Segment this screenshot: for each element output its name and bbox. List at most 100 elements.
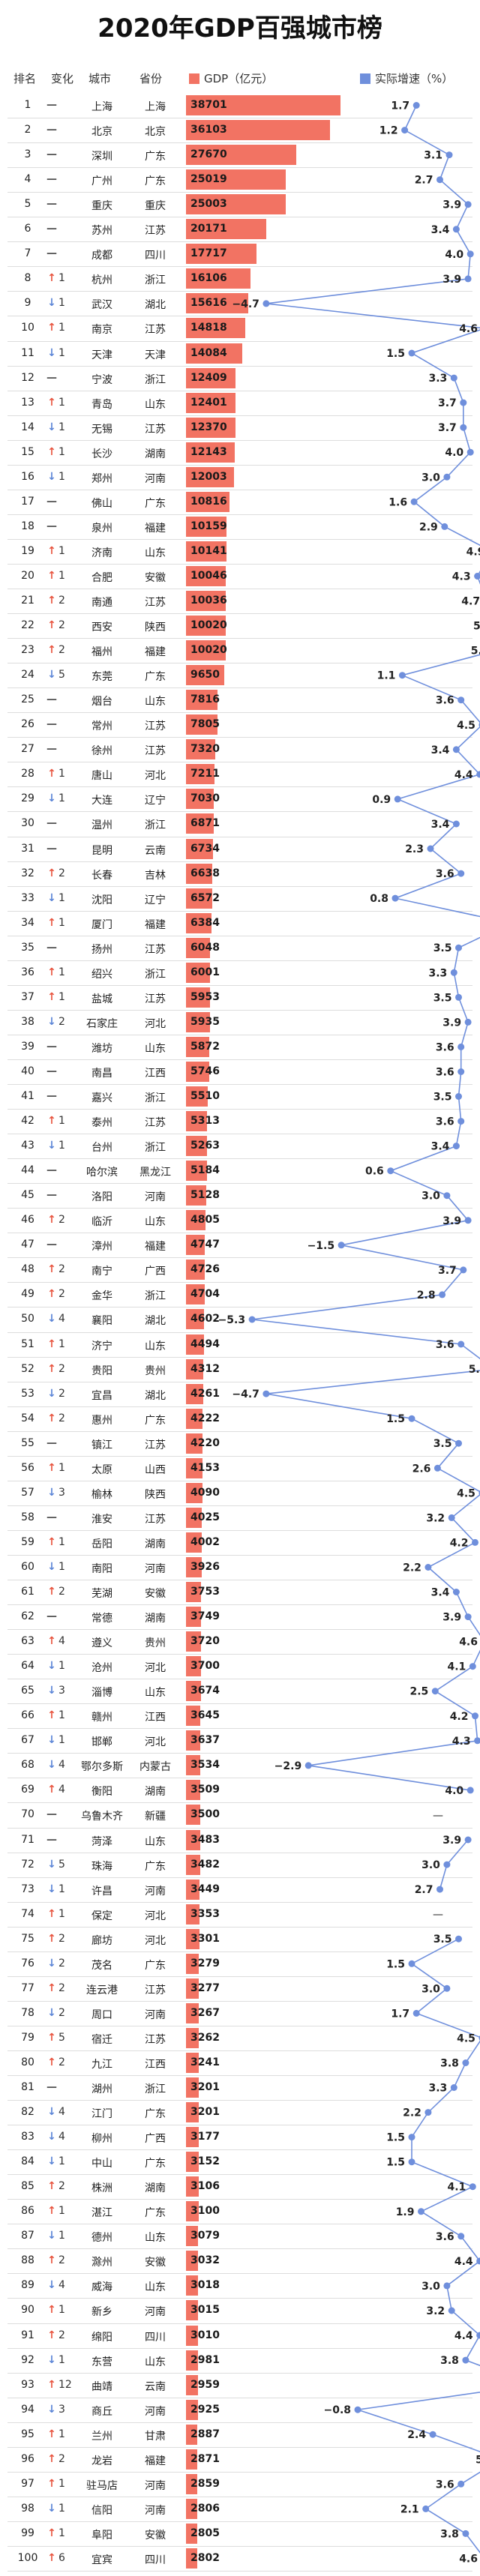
province-cell: 山东 bbox=[145, 2232, 166, 2245]
city-cell: 洛阳 bbox=[92, 1191, 112, 1204]
row-divider bbox=[8, 340, 472, 342]
province-cell: 河南 bbox=[145, 1562, 166, 1575]
province-cell: 黑龙江 bbox=[140, 1167, 171, 1179]
table-row: 80 ↑ 2 九江 江西 3241 bbox=[0, 2050, 480, 2075]
city-cell: 厦门 bbox=[92, 918, 112, 931]
table-row: 1 — 上海 上海 38701 bbox=[0, 93, 480, 118]
province-cell: 河南 bbox=[145, 1191, 166, 1204]
gdp-value-label: 3267 bbox=[190, 2006, 220, 2019]
table-row: 74 ↑ 1 保定 河北 3353 bbox=[0, 1902, 480, 1927]
no-change-mark: — bbox=[46, 817, 57, 830]
gdp-bar bbox=[186, 1061, 209, 1082]
rank-up-arrow-icon: ↑ bbox=[47, 1288, 56, 1301]
gdp-bar bbox=[186, 1755, 200, 1776]
row-divider bbox=[8, 2075, 472, 2076]
gdp-bar bbox=[186, 2275, 199, 2296]
growth-value-label: 3.6 bbox=[436, 695, 454, 707]
legend-growth: 实际增速（%） bbox=[360, 70, 453, 86]
row-divider bbox=[8, 514, 472, 515]
growth-value-label: 3.9 bbox=[442, 199, 461, 211]
growth-value-label: 4.5 bbox=[457, 720, 476, 732]
gdp-value-label: 10141 bbox=[190, 544, 227, 557]
growth-point bbox=[466, 1787, 474, 1794]
gdp-bar bbox=[186, 2424, 198, 2445]
growth-value-label: 1.5 bbox=[386, 2157, 405, 2169]
table-row: 15 ↑ 1 长沙 湖南 12143 bbox=[0, 440, 480, 465]
growth-value-label: 1.6 bbox=[388, 496, 407, 508]
city-cell: 太原 bbox=[92, 1463, 112, 1476]
city-cell: 成都 bbox=[92, 250, 112, 262]
table-row: 9 ↓ 1 武汉 湖北 15616 bbox=[0, 291, 480, 316]
rank-change-cell: 2 bbox=[58, 2006, 65, 2019]
gdp-value-label: 2959 bbox=[190, 2378, 220, 2391]
rank-change-cell: 2 bbox=[58, 1957, 65, 1969]
gdp-value-label: 4602 bbox=[190, 1313, 220, 1325]
province-cell: 江西 bbox=[145, 1712, 166, 1724]
gdp-value-label: 3301 bbox=[190, 1932, 220, 1945]
province-cell: 湖南 bbox=[145, 1786, 166, 1799]
gdp-value-label: 14818 bbox=[190, 322, 227, 334]
rank-change-cell: 2 bbox=[58, 2180, 65, 2193]
rank-cell: 96 bbox=[21, 2452, 34, 2465]
city-cell: 兰州 bbox=[92, 2430, 112, 2443]
gdp-value-label: 3674 bbox=[190, 1685, 220, 1697]
rank-cell: 2 bbox=[24, 124, 32, 136]
table-row: 31 — 昆明 云南 6734 bbox=[0, 837, 480, 861]
gdp-bar bbox=[186, 1011, 210, 1032]
province-cell: 湖北 bbox=[145, 1315, 166, 1328]
gdp-value-label: 5313 bbox=[190, 1115, 220, 1128]
no-change-mark: — bbox=[46, 198, 57, 211]
growth-point bbox=[464, 275, 472, 283]
city-cell: 淄博 bbox=[92, 1687, 112, 1700]
table-row: 23 ↑ 2 福州 福建 10020 bbox=[0, 638, 480, 663]
gdp-bar bbox=[186, 268, 250, 289]
growth-value-label: 1.9 bbox=[396, 2206, 415, 2218]
table-row: 46 ↑ 2 临沂 山东 4805 bbox=[0, 1208, 480, 1233]
rank-cell: 77 bbox=[21, 1981, 34, 1994]
table-row: 65 ↓ 3 淄博 山东 3674 bbox=[0, 1679, 480, 1703]
rank-cell: 49 bbox=[21, 1288, 34, 1301]
growth-value-label: 4.9 bbox=[466, 546, 480, 558]
rank-change-cell: 1 bbox=[58, 272, 65, 285]
rank-change-cell: 4 bbox=[58, 1759, 65, 1772]
rank-change-cell: 1 bbox=[58, 1560, 65, 1573]
gdp-bar bbox=[186, 2077, 200, 2098]
table-row: 35 — 扬州 江苏 6048 bbox=[0, 936, 480, 960]
row-divider bbox=[8, 712, 472, 714]
gdp-value-label: 3449 bbox=[190, 1883, 220, 1895]
row-divider bbox=[8, 960, 472, 961]
table-row: 10 ↑ 1 南京 江苏 14818 bbox=[0, 316, 480, 340]
rank-cell: 17 bbox=[21, 495, 34, 508]
rank-up-arrow-icon: ↑ bbox=[47, 966, 56, 978]
growth-value-label: 3.0 bbox=[422, 1191, 440, 1203]
province-cell: 广东 bbox=[145, 1959, 166, 1972]
rank-change-cell: 12 bbox=[58, 2378, 72, 2391]
growth-point bbox=[441, 523, 448, 530]
gdp-value-label: 5872 bbox=[190, 1040, 220, 1053]
rank-cell: 41 bbox=[21, 1090, 34, 1102]
city-cell: 临沂 bbox=[92, 1216, 112, 1229]
gdp-bar bbox=[186, 1457, 203, 1478]
province-cell: 山东 bbox=[145, 1216, 166, 1229]
growth-value-label: 5.2 bbox=[473, 621, 480, 633]
growth-point bbox=[469, 1663, 476, 1670]
legend-growth-swatch bbox=[360, 73, 370, 84]
gdp-value-label: 3637 bbox=[190, 1734, 220, 1747]
rank-up-arrow-icon: ↑ bbox=[47, 2477, 56, 2490]
gdp-bar bbox=[186, 962, 210, 983]
gdp-value-label: 7816 bbox=[190, 693, 220, 706]
growth-point bbox=[394, 795, 401, 803]
province-cell: 浙江 bbox=[145, 1290, 166, 1303]
rank-cell: 100 bbox=[17, 2551, 38, 2564]
rank-down-arrow-icon: ↓ bbox=[47, 1660, 56, 1673]
rank-change-cell: 2 bbox=[58, 867, 65, 879]
province-cell: 辽宁 bbox=[145, 795, 166, 807]
city-cell: 哈尔滨 bbox=[86, 1167, 118, 1179]
gdp-bar bbox=[186, 2052, 200, 2073]
table-row: 81 — 湖州 浙江 3201 bbox=[0, 2075, 480, 2100]
rank-cell: 42 bbox=[21, 1115, 34, 1128]
no-change-mark: — bbox=[46, 1833, 57, 1846]
rank-up-arrow-icon: ↑ bbox=[47, 1535, 56, 1548]
province-cell: 江苏 bbox=[145, 1984, 166, 1996]
